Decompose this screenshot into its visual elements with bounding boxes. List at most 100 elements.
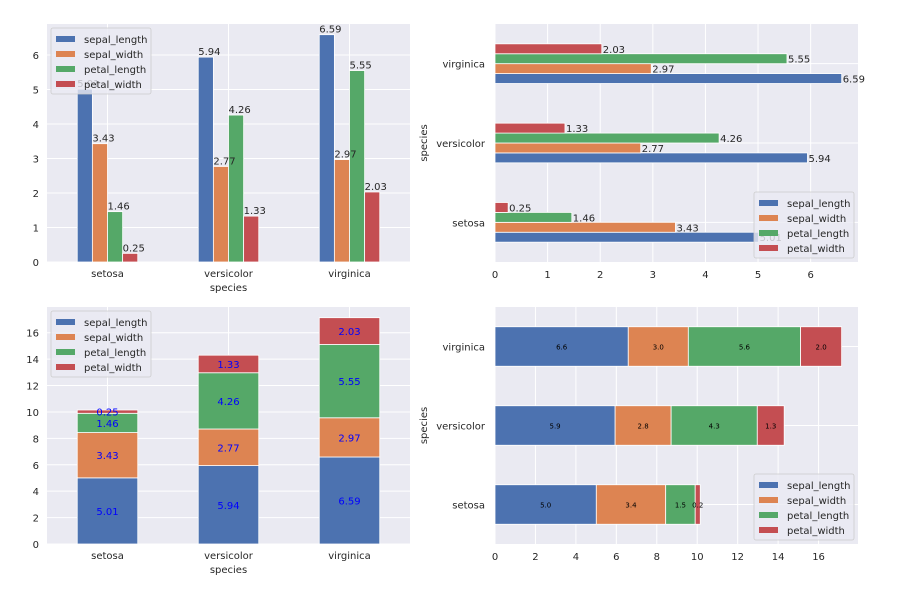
- bar-sepal-width: [76, 432, 139, 479]
- x-tick-label: virginica: [328, 269, 371, 280]
- legend-swatch-petal-length: [759, 230, 778, 236]
- data-label: 6.59: [843, 75, 865, 86]
- y-tick-label: 1: [33, 224, 39, 235]
- bar-sepal-length: [494, 326, 629, 367]
- bar-petal-width: [122, 252, 139, 263]
- legend-label-petal-length: petal_length: [84, 348, 146, 359]
- legend-swatch-petal-width: [759, 527, 778, 533]
- x-tick-label: 2: [532, 552, 538, 563]
- data-label: 2.03: [338, 327, 360, 338]
- x-tick-label: 10: [691, 552, 704, 563]
- data-label: 6.59: [319, 25, 341, 36]
- legend-label-sepal-width: sepal_width: [787, 496, 846, 507]
- bar-sepal-width: [197, 428, 260, 466]
- bar-sepal-length: [494, 152, 808, 164]
- y-tick-label: 2: [33, 189, 39, 200]
- legend-label-sepal-length: sepal_length: [84, 35, 148, 46]
- bar-petal-width: [197, 354, 260, 374]
- legend-frame: [753, 191, 855, 259]
- legend-swatch-petal-width: [56, 81, 75, 87]
- legend: sepal_length sepal_width petal_lengthpetal…: [753, 473, 855, 541]
- y-tick-label: 3: [33, 155, 39, 166]
- data-label: 0.25: [96, 408, 118, 419]
- bar-petal-width: [694, 484, 701, 525]
- x-tick-label: 3: [650, 270, 656, 281]
- bar-petal-length: [670, 405, 758, 446]
- data-label: 5.55: [338, 377, 360, 388]
- bar-sepal-length: [494, 405, 616, 446]
- y-tick-label: 6: [33, 51, 39, 62]
- y-tick-label: 4: [33, 487, 39, 498]
- bar-sepal-width: [318, 417, 381, 458]
- x-tick-label: 2: [597, 270, 603, 281]
- data-label: 5.55: [788, 55, 810, 66]
- data-label: 1.33: [244, 206, 266, 217]
- legend-label-petal-width: petal_width: [787, 526, 845, 537]
- legend-swatch-petal-length: [56, 66, 75, 72]
- grouped-vertical-bar-chart: 01234565.015.946.593.432.772.971.464.265…: [33, 24, 410, 294]
- x-tick-label: versicolor: [204, 551, 254, 562]
- legend-swatch-petal-length: [56, 349, 75, 355]
- data-label: 5.55: [350, 61, 372, 72]
- x-tick-label: versicolor: [204, 269, 254, 280]
- bar-sepal-length: [494, 484, 597, 525]
- legend-swatch-sepal-length: [759, 200, 778, 206]
- y-tick-label: 14: [26, 355, 39, 366]
- x-axis-label: species: [210, 283, 247, 294]
- bar-sepal-length: [494, 231, 759, 243]
- data-label: 4.26: [720, 134, 742, 145]
- bar-petal-length: [349, 70, 366, 263]
- data-label: 3.43: [96, 451, 118, 462]
- legend-swatch-sepal-length: [759, 482, 778, 488]
- data-label: 3.43: [92, 134, 114, 145]
- legend-label-sepal-width: sepal_width: [84, 333, 143, 344]
- stacked-horizontal-bar-chart: 0 2 4 6 8 10 12 14 16 setosa versicolor virginica 5.…: [419, 307, 858, 563]
- legend-swatch-sepal-width: [759, 497, 778, 503]
- data-label: 1.3: [765, 423, 776, 431]
- legend-frame: [50, 27, 152, 95]
- x-tick-label: 5: [755, 270, 761, 281]
- bar-petal-length: [687, 326, 801, 367]
- bar-petal-length: [665, 484, 696, 525]
- x-tick-label: 1: [544, 270, 550, 281]
- data-label: 1.46: [108, 202, 130, 213]
- data-label: 2.8: [638, 423, 649, 431]
- legend-label-petal-width: petal_width: [787, 244, 845, 255]
- bar-petal-length: [318, 344, 381, 419]
- x-tick-label: setosa: [91, 551, 124, 562]
- legend: sepal_length sepal_width petal_lengthpetal…: [753, 191, 855, 259]
- data-label: 2.97: [652, 65, 674, 76]
- y-tick-label: 6: [33, 461, 39, 472]
- stacked-vertical-bar-chart: 0 2 4 6 8 10 12 14 16 5.01 5.94 6.59 3.43 2.77 2.97 1.4…: [26, 307, 410, 576]
- data-label: 5.9: [549, 423, 560, 431]
- y-axis-label: species: [419, 124, 430, 161]
- x-axis-label: species: [210, 565, 247, 576]
- data-label: 1.5: [675, 502, 686, 510]
- legend-label-petal-length: petal_length: [787, 511, 849, 522]
- bar-sepal-length: [318, 456, 381, 545]
- bar-sepal-length: [494, 73, 843, 84]
- bar-petal-width: [243, 215, 260, 263]
- legend-swatch-sepal-width: [759, 215, 778, 221]
- bar-petal-width: [756, 405, 785, 446]
- x-tick-label: 14: [772, 552, 785, 563]
- bar-petal-length: [107, 211, 124, 263]
- legend-label-sepal-length: sepal_length: [84, 318, 148, 329]
- bar-sepal-length: [197, 465, 260, 545]
- x-tick-label: 0: [492, 270, 498, 281]
- data-label: 5.0: [540, 502, 551, 510]
- data-label: 2.97: [334, 150, 356, 161]
- data-label: 4.3: [709, 423, 720, 431]
- y-tick-label: virginica: [443, 60, 486, 71]
- data-label: 2.77: [642, 144, 664, 155]
- data-label: 3.43: [676, 223, 698, 234]
- data-label: 5.94: [808, 154, 830, 165]
- y-tick-label: setosa: [452, 501, 485, 512]
- data-label: 1.46: [573, 213, 595, 224]
- y-tick-label: 0: [33, 540, 39, 551]
- legend-frame: [50, 310, 152, 378]
- data-label: 2.97: [338, 433, 360, 444]
- data-label: 4.26: [217, 397, 239, 408]
- x-tick-label: 12: [731, 552, 744, 563]
- data-label: 0.25: [123, 243, 145, 254]
